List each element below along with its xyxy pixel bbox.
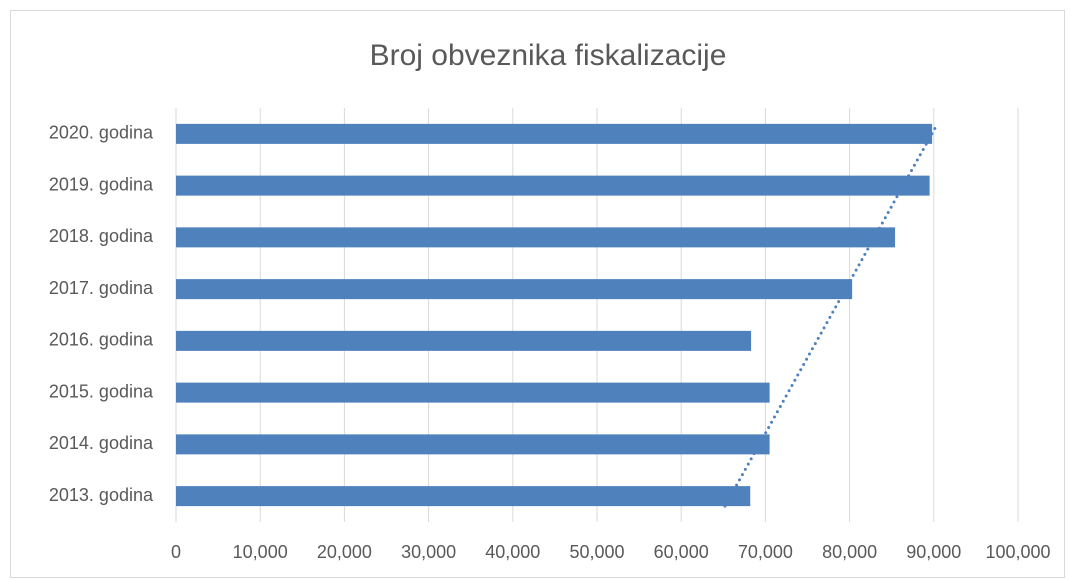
bar bbox=[176, 330, 752, 351]
x-tick-label: 0 bbox=[171, 542, 181, 562]
x-tick-label: 80,000 bbox=[822, 542, 877, 562]
bar bbox=[176, 434, 770, 455]
bar bbox=[176, 227, 896, 248]
bar bbox=[176, 279, 853, 300]
x-tick-label: 10,000 bbox=[233, 542, 288, 562]
y-tick-label: 2015. godina bbox=[49, 381, 154, 401]
x-tick-label: 20,000 bbox=[317, 542, 372, 562]
y-tick-label: 2014. godina bbox=[49, 433, 154, 453]
bar bbox=[176, 486, 751, 507]
x-tick-label: 40,000 bbox=[485, 542, 540, 562]
y-tick-label: 2020. godina bbox=[49, 123, 154, 143]
y-tick-label: 2018. godina bbox=[49, 226, 154, 246]
x-tick-label: 60,000 bbox=[654, 542, 709, 562]
x-tick-label: 50,000 bbox=[569, 542, 624, 562]
y-tick-label: 2017. godina bbox=[49, 278, 154, 298]
y-tick-label: 2013. godina bbox=[49, 485, 154, 505]
y-tick-label: 2016. godina bbox=[49, 330, 154, 350]
bar bbox=[176, 123, 933, 144]
x-tick-label: 90,000 bbox=[906, 542, 961, 562]
bar bbox=[176, 382, 770, 403]
x-tick-label: 30,000 bbox=[401, 542, 456, 562]
bar bbox=[176, 175, 930, 196]
y-tick-label: 2019. godina bbox=[49, 174, 154, 194]
x-tick-label: 70,000 bbox=[738, 542, 793, 562]
x-tick-label: 100,000 bbox=[985, 542, 1050, 562]
trendline bbox=[723, 122, 939, 508]
chart-title: Broj obveznika fiskalizacije bbox=[370, 39, 727, 72]
